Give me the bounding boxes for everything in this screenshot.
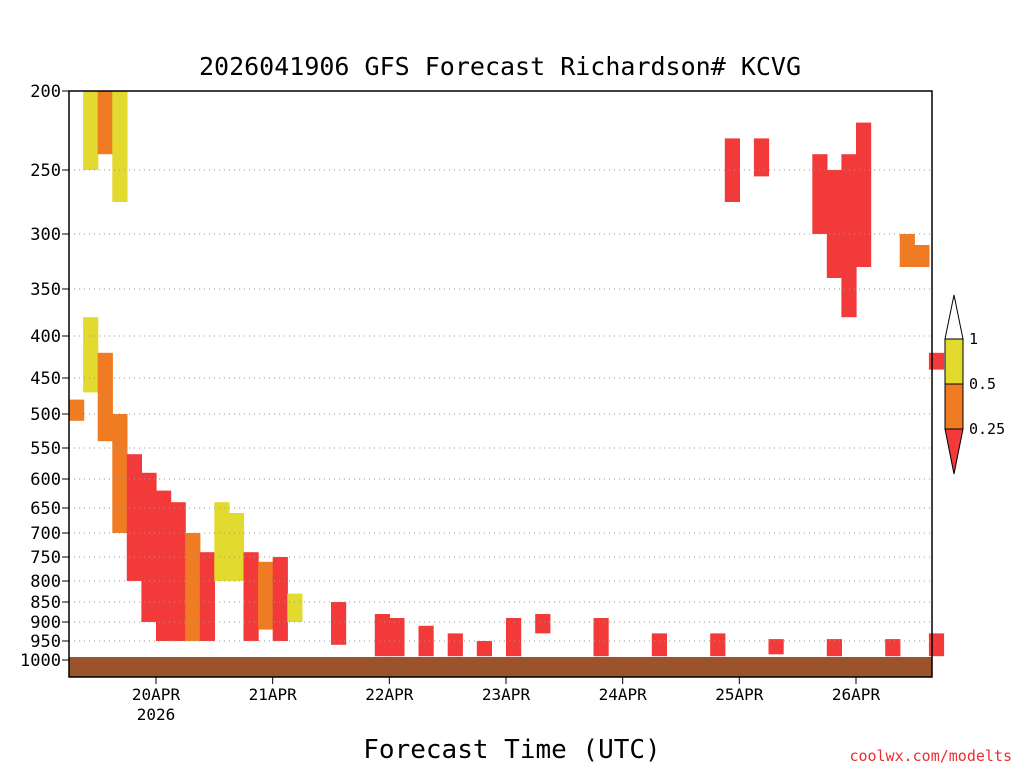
ri-cell-0: [83, 91, 99, 170]
y-axis: 200 250 300 350 400 450 500 550 600 650 700 750 8008…: [20, 82, 69, 671]
ri-cell-32: [885, 639, 901, 657]
ri-cell-23: [447, 633, 463, 657]
ri-cell-4: [83, 317, 99, 393]
ri-cell-24: [476, 641, 492, 657]
colorbar-yellow-segment: [944, 338, 964, 385]
x-tick-label-2: 22APR: [365, 685, 414, 704]
ri-cell-3: [69, 399, 85, 421]
y-tick-label-350: 350: [30, 280, 61, 300]
colorbar-orange-segment: [944, 383, 964, 430]
x-tick-label-1: 21APR: [249, 685, 298, 704]
ri-cell-6: [112, 414, 128, 533]
y-tick-label-550: 550: [30, 439, 61, 459]
x-tick-label-0: 20APR: [132, 685, 181, 704]
y-tick-label-850: 850: [30, 593, 61, 613]
colorbar-label-0: 1: [969, 330, 978, 348]
ri-cell-37: [826, 170, 842, 278]
ri-cell-18: [287, 593, 303, 622]
ri-cell-29: [710, 633, 726, 657]
colorbar-label-2: 0.25: [969, 420, 1005, 438]
ri-cell-39: [856, 122, 872, 267]
colorbar: 1 0.5 0.25: [944, 294, 1005, 475]
ri-cell-38: [841, 154, 857, 318]
ri-cell-21: [389, 618, 405, 657]
colorbar-label-1: 0.5: [969, 375, 996, 393]
ri-cell-30: [768, 639, 784, 655]
ground-band: [69, 657, 932, 677]
ri-cell-35: [753, 138, 770, 177]
ri-cell-40: [899, 234, 915, 267]
richardson-cells: [69, 91, 945, 657]
y-tick-label-600: 600: [30, 470, 61, 490]
y-tick-label-450: 450: [30, 369, 61, 389]
y-tick-label-200: 200: [30, 82, 61, 102]
y-tick-label-950: 950: [30, 632, 61, 652]
y-tick-label-500: 500: [30, 405, 61, 425]
y-tick-label-800: 800: [30, 572, 61, 592]
x-tick-label-4: 24APR: [599, 685, 648, 704]
y-tick-label-650: 650: [30, 499, 61, 519]
plot-frame: [68, 90, 933, 678]
colorbar-top-triangle: [944, 294, 964, 340]
ri-cell-33: [928, 633, 945, 657]
y-tick-label-900: 900: [30, 613, 61, 633]
ri-cell-11: [185, 533, 201, 641]
ri-cell-1: [97, 91, 113, 155]
y-tick-label-750: 750: [30, 548, 61, 568]
ri-cell-26: [535, 614, 551, 634]
ri-cell-15: [243, 552, 259, 641]
y-tick-label-300: 300: [30, 225, 61, 245]
y-tick-label-1000: 1000: [20, 651, 61, 671]
credit-text: coolwx.com/modelts: [849, 747, 1012, 765]
ri-cell-22: [418, 625, 434, 657]
y-tick-label-700: 700: [30, 524, 61, 544]
ri-cell-20: [374, 614, 390, 657]
x-tick-label-3: 23APR: [482, 685, 531, 704]
chart-title: 2026041906 GFS Forecast Richardson# KCVG: [199, 52, 801, 81]
ri-cell-19: [331, 602, 347, 645]
ri-cell-7: [126, 454, 142, 581]
ri-cell-27: [593, 618, 609, 657]
x-tick-label-6: 26APR: [832, 685, 881, 704]
ri-cell-9: [156, 490, 172, 641]
x-tick-label-5: 25APR: [715, 685, 764, 704]
ri-cell-36: [812, 154, 828, 234]
ri-cell-2: [112, 91, 128, 202]
colorbar-bottom-triangle: [944, 428, 964, 475]
ri-cell-28: [651, 633, 667, 657]
ri-cell-13: [214, 502, 230, 581]
y-tick-label-400: 400: [30, 327, 61, 347]
ri-cell-8: [141, 472, 157, 622]
x-axis-label: Forecast Time (UTC): [363, 735, 660, 765]
ri-cell-25: [506, 618, 522, 657]
ri-cell-41: [914, 245, 930, 267]
ri-cell-10: [170, 502, 186, 641]
y-tick-label-250: 250: [30, 161, 61, 181]
ri-cell-31: [826, 639, 842, 657]
x-tick-sublabel-0: 2026: [137, 705, 176, 724]
ri-cell-42: [928, 352, 945, 370]
ri-cell-34: [724, 138, 740, 202]
ri-cell-5: [97, 352, 113, 442]
ri-cell-14: [228, 513, 245, 581]
ri-cell-12: [199, 552, 215, 641]
ri-cell-16: [258, 561, 274, 630]
ri-cell-17: [272, 557, 288, 641]
